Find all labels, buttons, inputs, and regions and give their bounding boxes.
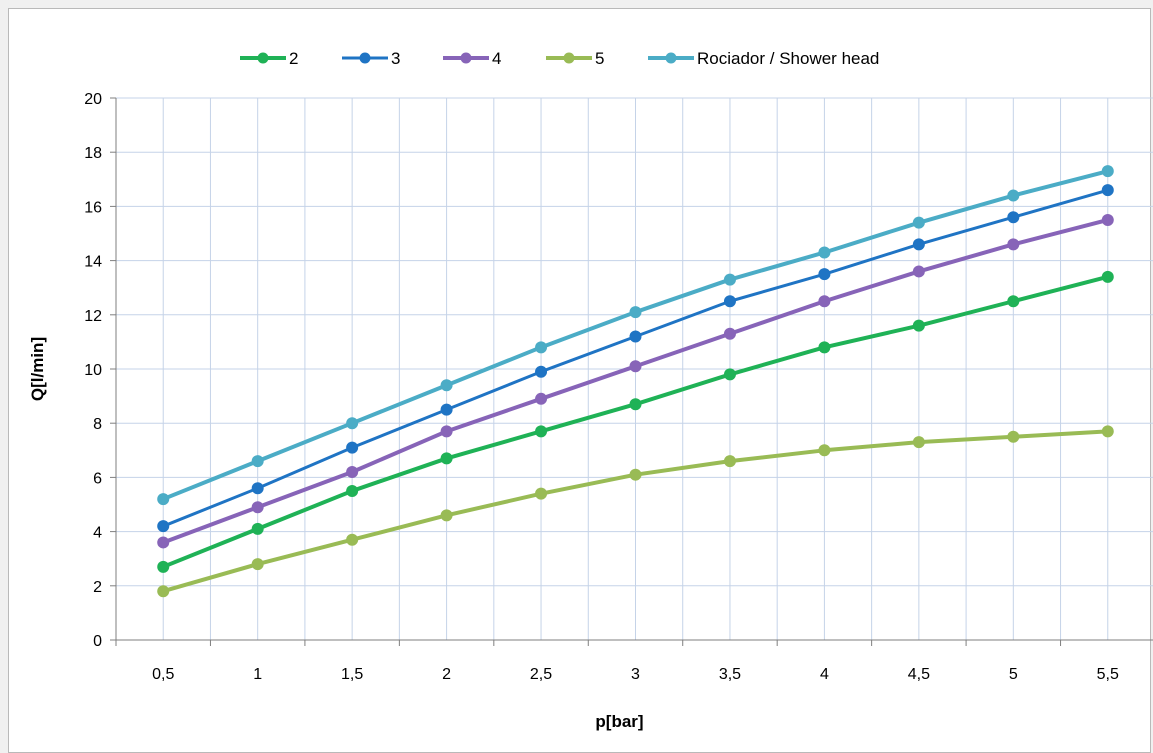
x-tick-label: 3 bbox=[631, 666, 640, 683]
data-point bbox=[157, 536, 170, 549]
x-tick-label: 1 bbox=[253, 666, 262, 683]
data-point bbox=[157, 585, 170, 598]
data-point bbox=[157, 493, 170, 506]
y-tick-label: 10 bbox=[84, 362, 102, 379]
data-point bbox=[346, 533, 359, 546]
data-point bbox=[440, 403, 453, 416]
data-point bbox=[535, 341, 548, 354]
data-point bbox=[723, 273, 736, 286]
data-point bbox=[1101, 425, 1114, 438]
data-point bbox=[818, 268, 831, 281]
legend-label: 5 bbox=[595, 49, 604, 68]
legend-label: 4 bbox=[492, 49, 501, 68]
y-tick-label: 12 bbox=[84, 308, 102, 325]
x-tick-label: 2,5 bbox=[530, 666, 552, 683]
y-tick-label: 8 bbox=[93, 416, 102, 433]
data-point bbox=[629, 398, 642, 411]
legend-swatch-marker bbox=[563, 52, 575, 64]
legend-swatch-marker bbox=[460, 52, 472, 64]
data-point bbox=[818, 444, 831, 457]
data-point bbox=[535, 392, 548, 405]
data-point bbox=[1007, 211, 1020, 224]
x-tick-label: 4 bbox=[820, 666, 829, 683]
data-point bbox=[912, 319, 925, 332]
y-tick-label: 16 bbox=[84, 199, 102, 216]
data-point bbox=[723, 368, 736, 381]
data-point bbox=[1101, 213, 1114, 226]
legend-swatch-marker bbox=[257, 52, 269, 64]
data-point bbox=[440, 452, 453, 465]
data-point bbox=[1101, 165, 1114, 178]
x-tick-label: 1,5 bbox=[341, 666, 363, 683]
data-point bbox=[535, 487, 548, 500]
data-point bbox=[1007, 295, 1020, 308]
data-point bbox=[818, 246, 831, 259]
data-point bbox=[535, 425, 548, 438]
data-point bbox=[157, 560, 170, 573]
data-point bbox=[346, 465, 359, 478]
data-point bbox=[629, 360, 642, 373]
data-point bbox=[1101, 270, 1114, 283]
data-point bbox=[1101, 184, 1114, 197]
data-point bbox=[912, 238, 925, 251]
data-point bbox=[157, 520, 170, 533]
data-point bbox=[346, 441, 359, 454]
y-tick-label: 18 bbox=[84, 145, 102, 162]
data-point bbox=[818, 341, 831, 354]
chart-frame bbox=[8, 8, 1151, 753]
x-tick-label: 5 bbox=[1009, 666, 1018, 683]
data-point bbox=[629, 330, 642, 343]
legend-label: Rociador / Shower head bbox=[697, 49, 879, 68]
data-point bbox=[912, 265, 925, 278]
data-point bbox=[535, 365, 548, 378]
y-tick-label: 0 bbox=[93, 633, 102, 650]
data-point bbox=[1007, 430, 1020, 443]
data-point bbox=[818, 295, 831, 308]
legend-label: 3 bbox=[391, 49, 400, 68]
x-tick-label: 4,5 bbox=[908, 666, 930, 683]
data-point bbox=[1007, 189, 1020, 202]
x-tick-label: 0,5 bbox=[152, 666, 174, 683]
x-tick-label: 3,5 bbox=[719, 666, 741, 683]
data-point bbox=[251, 501, 264, 514]
data-point bbox=[251, 482, 264, 495]
data-point bbox=[723, 295, 736, 308]
data-point bbox=[346, 484, 359, 497]
data-point bbox=[251, 455, 264, 468]
data-point bbox=[346, 417, 359, 430]
legend-swatch-marker bbox=[359, 52, 371, 64]
legend-swatch-marker bbox=[665, 52, 677, 64]
data-point bbox=[251, 522, 264, 535]
x-tick-label: 2 bbox=[442, 666, 451, 683]
data-point bbox=[912, 216, 925, 229]
data-point bbox=[723, 455, 736, 468]
y-tick-label: 6 bbox=[93, 470, 102, 487]
y-tick-label: 20 bbox=[84, 91, 102, 108]
y-tick-label: 14 bbox=[84, 254, 102, 271]
y-tick-label: 4 bbox=[93, 525, 102, 542]
data-point bbox=[723, 327, 736, 340]
x-axis-title: p[bar] bbox=[595, 712, 643, 731]
data-point bbox=[1007, 238, 1020, 251]
data-point bbox=[440, 509, 453, 522]
data-point bbox=[440, 379, 453, 392]
data-point bbox=[440, 425, 453, 438]
y-axis-title: Q[l/min] bbox=[28, 337, 47, 401]
data-point bbox=[629, 468, 642, 481]
y-tick-label: 2 bbox=[93, 579, 102, 596]
x-tick-label: 5,5 bbox=[1097, 666, 1119, 683]
data-point bbox=[251, 558, 264, 571]
legend-label: 2 bbox=[289, 49, 298, 68]
data-point bbox=[629, 306, 642, 319]
data-point bbox=[912, 436, 925, 449]
